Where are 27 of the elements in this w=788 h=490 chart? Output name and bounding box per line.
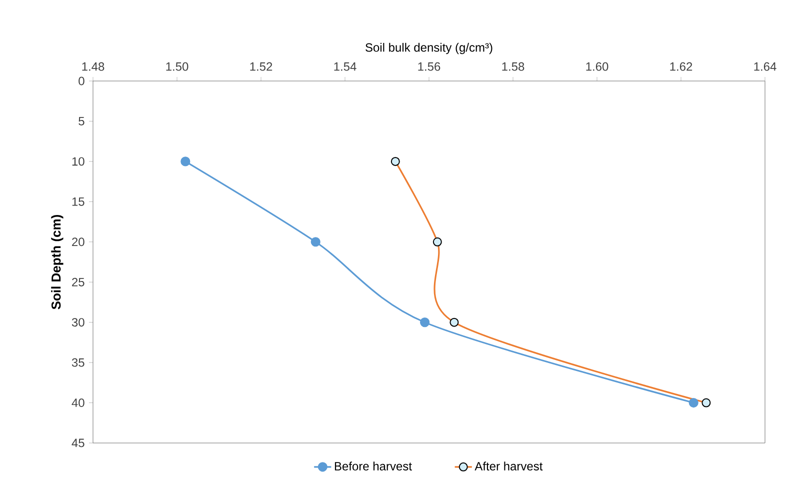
point bbox=[420, 318, 430, 328]
y-tick-label: 10 bbox=[72, 157, 84, 166]
x-axis-title: Soil bulk density (g/cm³) bbox=[366, 42, 492, 54]
x-tick-label: 1.50 bbox=[166, 62, 188, 71]
y-tick-label: 5 bbox=[78, 117, 84, 126]
x-tick-label: 1.58 bbox=[502, 62, 524, 71]
y-tick-label: 30 bbox=[72, 318, 84, 327]
y-tick-label: 15 bbox=[72, 197, 84, 206]
legend-label: After harvest bbox=[474, 462, 543, 470]
point bbox=[310, 237, 320, 247]
x-tick-label: 1.62 bbox=[670, 62, 692, 71]
x-tick-label: 1.52 bbox=[250, 62, 272, 71]
y-tick-label: 40 bbox=[72, 398, 84, 408]
x-tick-label: 1.64 bbox=[754, 62, 776, 71]
x-tick-label: 1.60 bbox=[586, 62, 608, 71]
y-tick-label: 35 bbox=[72, 358, 84, 367]
point bbox=[180, 156, 190, 166]
legend-label: Before harvest bbox=[334, 462, 412, 470]
y-tick-label: 0 bbox=[78, 76, 84, 86]
y-tick-label: 20 bbox=[72, 238, 84, 246]
y-tick-label: 25 bbox=[72, 278, 84, 286]
y-axis-title: Soil Depth (cm) bbox=[51, 214, 64, 310]
point bbox=[688, 398, 698, 408]
x-tick-label: 1.48 bbox=[82, 62, 104, 71]
x-tick-label: 1.56 bbox=[418, 62, 440, 71]
x-tick-label: 1.54 bbox=[334, 62, 356, 71]
y-tick-label: 45 bbox=[72, 438, 84, 448]
